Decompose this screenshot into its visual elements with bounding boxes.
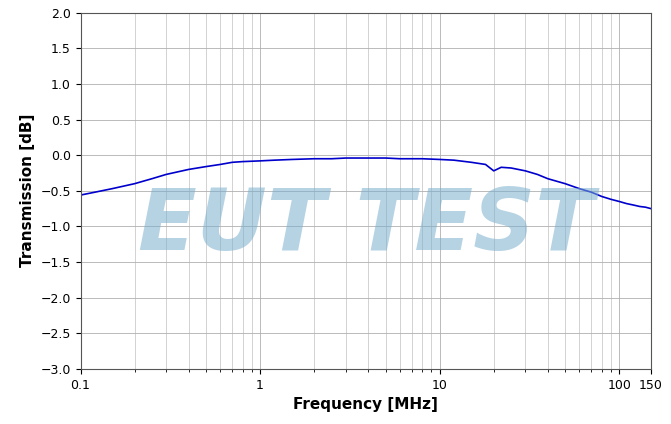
- X-axis label: Frequency [MHz]: Frequency [MHz]: [293, 397, 438, 412]
- Text: EUT TEST: EUT TEST: [138, 185, 594, 268]
- Y-axis label: Transmission [dB]: Transmission [dB]: [19, 114, 35, 268]
